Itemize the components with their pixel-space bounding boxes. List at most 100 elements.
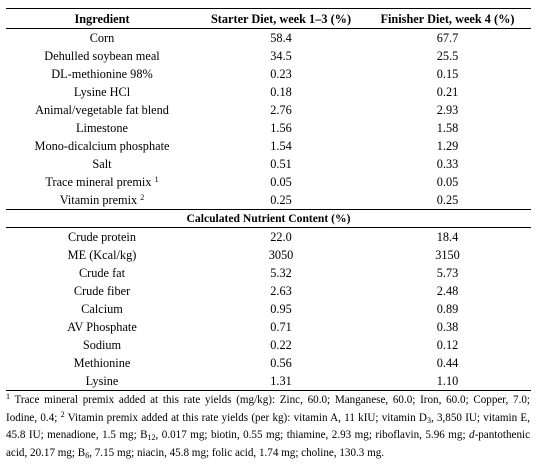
nutrient-section-title: Calculated Nutrient Content (%) [6,209,531,228]
ingredient-row: DL-methionine 98% 0.23 0.15 [6,65,531,83]
starter-value: 22.0 [270,230,292,244]
table-header-row: Ingredient Starter Diet, week 1–3 (%) Fi… [6,8,531,29]
footnote-1-text: Trace mineral premix added at this rate … [6,394,530,424]
finisher-value: 0.33 [436,157,459,171]
d-prefix-italic: d [469,429,475,441]
finisher-value: 0.12 [436,338,459,352]
row-label-text: Animal/vegetable fat blend [35,103,169,117]
row-label-text: Lysine HCl [73,85,131,99]
ingredient-row: Corn 58.4 67.7 [6,29,531,48]
nutrient-row: ME (Kcal/kg) 3050 3150 [6,246,531,264]
row-label: ME (Kcal/kg) [6,246,198,264]
ingredient-rows: Corn 58.4 67.7 Dehulled soybean meal 34.5 25.… [6,29,531,210]
row-label: Sodium [6,336,198,354]
starter-value: 3050 [268,248,294,262]
nutrient-row: AV Phosphate 0.71 0.38 [6,318,531,336]
finisher-value: 1.10 [364,372,531,391]
table-footnote: 1 Trace mineral premix added at this rat… [6,392,530,462]
b6-subscript: 6 [85,450,90,460]
footnote-2-mark: 2 [60,409,65,419]
nutrient-row: Lysine 1.31 1.10 [6,372,531,391]
starter-value: 0.71 [270,320,292,334]
row-label-text: Sodium [82,338,122,352]
row-label-text: AV Phosphate [67,320,137,334]
starter-value: 1.56 [270,121,292,135]
row-label-text: Salt [92,157,112,171]
starter-value: 1.54 [270,139,292,153]
row-label: Crude fiber [6,282,198,300]
row-label-text: Crude fat [78,266,126,280]
starter-value: 1.31 [198,372,364,391]
footnote-2-text-e: , 7.15 mg; niacin, 45.8 mg; folic acid, … [89,446,385,459]
nutrient-row: Methionine 0.56 0.44 [6,354,531,372]
starter-value: 0.22 [270,338,292,352]
starter-value: 0.05 [270,175,292,189]
row-label: Salt [6,155,198,173]
footnote-1-mark: 1 [6,392,10,401]
starter-value: 58.4 [270,31,292,45]
row-label-text: Corn [89,31,115,45]
header-starter-diet: Starter Diet, week 1–3 (%) [198,8,364,29]
row-label: Corn [6,29,198,48]
row-label-text: Calcium [81,302,123,316]
finisher-value: 2.48 [436,284,459,298]
row-label: Animal/vegetable fat blend [6,101,198,119]
row-label-text: Vitamin premix [59,193,138,207]
finisher-value: 18.4 [436,230,459,244]
row-label-text: Dehulled soybean meal [44,49,160,63]
row-label: DL-methionine 98% [6,65,198,83]
row-label: Crude fat [6,264,198,282]
footnote-2-text-c: , 0.017 mg; biotin, 0.55 mg; thiamine, 2… [155,429,470,441]
footnote-2-text-d: -pantothenic acid, 20.17 mg; B [6,429,531,459]
finisher-value: 1.29 [436,139,459,153]
finisher-value: 0.25 [436,193,459,207]
row-label: Crude protein [6,228,198,247]
row-label-text: Trace mineral premix [45,175,152,189]
ingredient-row: Vitamin premix 2 0.25 0.25 [6,191,531,210]
header-ingredient: Ingredient [6,8,198,29]
starter-value: 0.51 [270,157,292,171]
ingredient-row: Salt 0.51 0.33 [6,155,531,173]
row-label: Calcium [6,300,198,318]
diet-composition-table: Ingredient Starter Diet, week 1–3 (%) Fi… [6,8,531,391]
starter-value: 0.95 [270,302,292,316]
row-label-text: Limestone [76,121,128,135]
nutrient-row: Crude fiber 2.63 2.48 [6,282,531,300]
starter-value: 0.56 [270,356,292,370]
finisher-value: 3150 [435,248,460,262]
row-label-text: Mono-dicalcium phosphate [34,139,170,153]
row-label-text: Crude protein [68,230,136,244]
finisher-value: 0.21 [436,85,459,99]
nutrient-row: Crude protein 22.0 18.4 [6,228,531,247]
row-label-text: ME (Kcal/kg) [67,248,137,262]
finisher-value: 0.15 [436,67,459,81]
finisher-value: 0.44 [436,356,459,370]
finisher-value: 5.73 [436,266,459,280]
ingredient-row: Mono-dicalcium phosphate 1.54 1.29 [6,137,531,155]
row-label: AV Phosphate [6,318,198,336]
finisher-value: 0.89 [436,302,459,316]
ingredient-row: Trace mineral premix 1 0.05 0.05 [6,173,531,191]
finisher-value: 25.5 [436,49,459,63]
ingredient-row: Lysine HCl 0.18 0.21 [6,83,531,101]
nutrient-row: Crude fat 5.32 5.73 [6,264,531,282]
row-label-text: Methionine [73,356,131,370]
finisher-value: 2.93 [436,103,459,117]
row-label-text: Crude fiber [73,284,131,298]
row-label: Lysine HCl [6,83,198,101]
header-finisher-diet: Finisher Diet, week 4 (%) [364,8,531,29]
nutrient-row: Sodium 0.22 0.12 [6,336,531,354]
footnote-reference: 2 [140,193,145,202]
ingredient-row: Animal/vegetable fat blend 2.76 2.93 [6,101,531,119]
finisher-value: 0.38 [436,320,459,334]
finisher-value: 1.58 [436,121,459,135]
row-label: Dehulled soybean meal [6,47,198,65]
starter-value: 0.25 [270,193,292,207]
finisher-value: 67.7 [436,31,459,45]
finisher-value: 0.05 [436,175,459,189]
row-label: Trace mineral premix 1 [6,173,198,191]
nutrient-rows: Crude protein 22.0 18.4 ME (Kcal/kg) 3050 315… [6,228,531,391]
footnote-2-text-a: Vitamin premix added at this rate yields… [64,411,427,424]
nutrient-row: Calcium 0.95 0.89 [6,300,531,318]
nutrient-section-row: Calculated Nutrient Content (%) [6,209,531,228]
